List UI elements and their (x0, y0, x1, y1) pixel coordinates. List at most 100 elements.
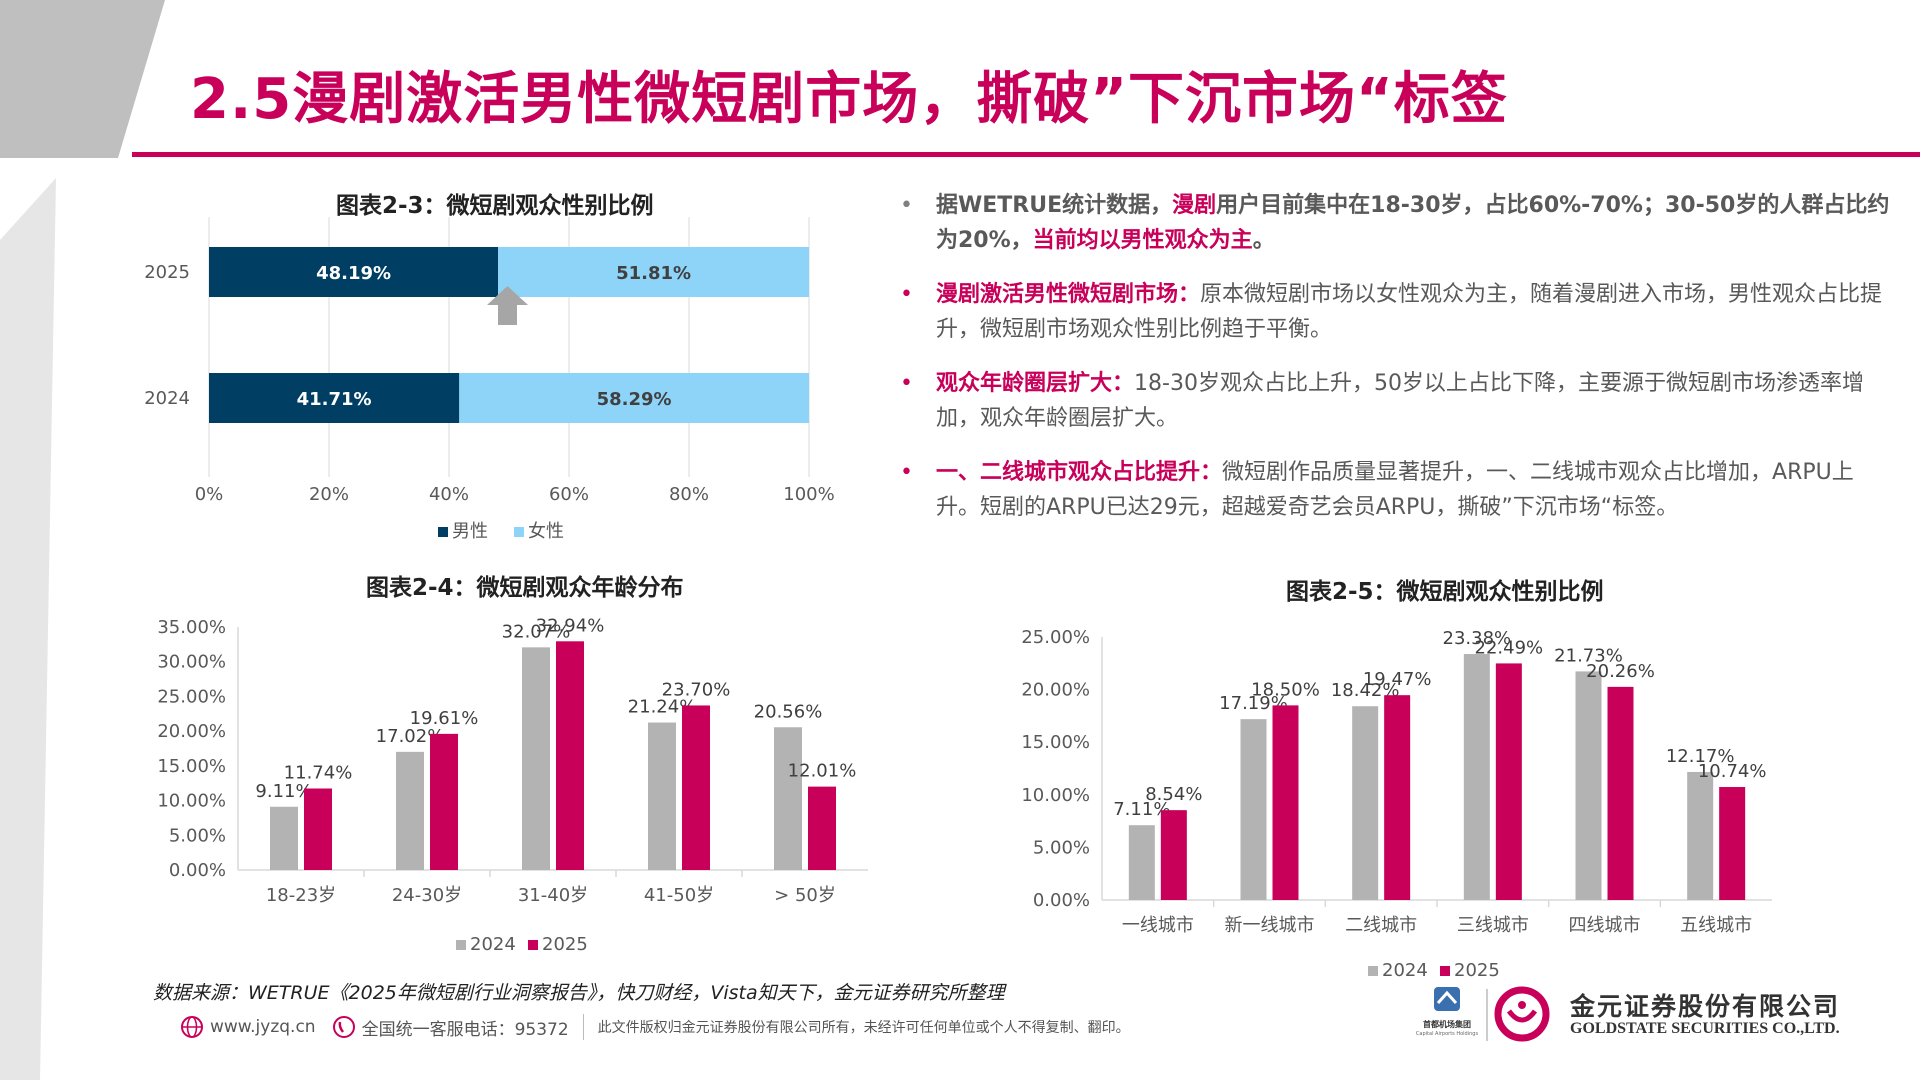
x-category-label: > 50岁 (774, 885, 836, 906)
bullet-icon: • (900, 371, 913, 396)
x-category-label: 五线城市 (1680, 915, 1752, 936)
bullet-icon: • (900, 193, 913, 218)
data-label: 7.11% (1113, 799, 1170, 820)
legend-label: 2024 (470, 934, 516, 955)
y-tick-label: 15.00% (157, 756, 226, 777)
title-divider (132, 152, 1920, 157)
bullet-text: 观众年龄圈层扩大： (936, 371, 1135, 396)
legend-swatch (1368, 966, 1378, 976)
bullet-text: 原本微短剧市场以女性观众为主，随着漫剧进入市场，男性观众占比提升，微短剧市场观众… (936, 282, 1883, 342)
bar (1607, 686, 1634, 900)
data-label: 23.38% (1443, 628, 1512, 649)
bar (648, 722, 676, 870)
bar (1240, 719, 1267, 900)
gender-chart-title: 图表2-3：微短剧观众性别比例 (336, 193, 654, 219)
capital-airports-logo (1434, 987, 1460, 1011)
bar (808, 786, 836, 870)
bar (1687, 771, 1714, 900)
bullet-point: • 观众年龄圈层扩大：18-30岁观众占比上升，50岁以上占比下降，主要源于微短剧… (900, 366, 1890, 436)
up-arrow-icon (487, 286, 528, 325)
y-category-label: 2024 (144, 388, 190, 409)
gender-ratio-chart: 0% 20% 40% 60% 80% 100% 2025 48.19% 51.81% 2024 41… (144, 217, 835, 542)
data-label: 32.94% (536, 615, 605, 636)
bullet-icon: • (900, 460, 913, 485)
data-label: 12.01% (788, 761, 857, 782)
bar (1719, 787, 1746, 900)
bullet-text: 。 (1252, 228, 1275, 253)
data-label: 11.74% (284, 762, 353, 783)
data-label: 19.61% (410, 708, 479, 729)
y-tick-label: 0.00% (169, 860, 226, 881)
legend-label: 2025 (1454, 960, 1500, 981)
bar (1463, 654, 1490, 900)
bullet-text: 一、二线城市观众占比提升： (936, 460, 1223, 485)
x-category-label: 三线城市 (1457, 915, 1529, 936)
bar-segment (209, 247, 499, 297)
bar (430, 733, 458, 870)
legend-swatch (438, 527, 448, 537)
data-label: 41.71% (297, 389, 372, 410)
bar (1495, 663, 1522, 900)
website-link[interactable]: www.jyzq.cn (210, 1017, 316, 1037)
bar-segment (209, 373, 460, 423)
bar-segment (459, 373, 809, 423)
goldstate-logo (1494, 986, 1550, 1042)
legend-label: 男性 (452, 521, 488, 542)
data-label: 17.19% (1219, 693, 1288, 714)
globe-icon (181, 1016, 203, 1038)
x-tick-label: 0% (195, 484, 224, 505)
footer-divider (582, 1014, 584, 1040)
x-category-label: 31-40岁 (518, 885, 588, 906)
data-label: 48.19% (316, 263, 391, 284)
x-category-label: 24-30岁 (392, 885, 462, 906)
bar (1160, 810, 1187, 900)
x-tick-label: 40% (429, 484, 469, 505)
data-label: 22.49% (1475, 637, 1544, 658)
y-tick-label: 25.00% (157, 686, 226, 707)
bullet-text: 当前均以男性观众为主 (1032, 228, 1253, 253)
company-logos: 首都机场集团 Capital Airports Holdings 金元证券股份有… (1412, 985, 1872, 1045)
data-label: 9.11% (255, 781, 312, 802)
phone-icon (332, 1016, 355, 1038)
x-category-label: 四线城市 (1569, 915, 1641, 936)
bullet-text: 微短剧作品质量显著提升，一、二线城市观众占比增加，ARPU上升。短剧的ARPU已… (936, 460, 1854, 520)
data-label: 8.54% (1145, 784, 1202, 805)
copyright-note: 此文件版权归金元证券股份有限公司所有，未经许可任何单位或个人不得复制、翻印。 (597, 1020, 1130, 1036)
x-category-label: 18-23岁 (266, 885, 336, 906)
bar (522, 647, 550, 870)
data-label: 12.17% (1666, 746, 1735, 767)
data-label: 23.70% (662, 679, 731, 700)
city-chart-title: 图表2-5：微短剧观众性别比例 (1286, 579, 1604, 605)
bullet-point: • 漫剧激活男性微短剧市场：原本微短剧市场以女性观众为主，随着漫剧进入市场，男性观… (900, 277, 1890, 347)
legend-swatch (528, 940, 538, 950)
data-label: 21.73% (1554, 645, 1623, 666)
key-points: • 据WETRUE统计数据，漫剧用户目前集中在18-30岁，占比60%-70%；3… (900, 188, 1890, 544)
bar (1128, 825, 1155, 900)
data-label: 18.50% (1251, 679, 1320, 700)
legend-swatch (456, 940, 466, 950)
data-label: 20.56% (754, 701, 823, 722)
y-tick-label: 15.00% (1021, 732, 1090, 753)
y-tick-label: 10.00% (1021, 785, 1090, 806)
data-label: 51.81% (616, 263, 691, 284)
spacer (498, 334, 515, 355)
bullet-text: 据WETRUE统计数据， (936, 193, 1173, 218)
page-footer: www.jyzq.cn 全国统一客服电话：95372 此文件版权归金元证券股份有… (180, 1012, 1130, 1042)
group-name: 首都机场集团 (1423, 1020, 1471, 1029)
data-label: 58.29% (597, 389, 672, 410)
legend-swatch (1440, 966, 1450, 976)
bar (1352, 706, 1379, 900)
bar (270, 806, 298, 870)
group-name-en: Capital Airports Holdings (1415, 1031, 1479, 1037)
bar (304, 788, 332, 870)
y-tick-label: 0.00% (1033, 890, 1090, 911)
y-tick-label: 5.00% (169, 825, 226, 846)
bar (1272, 705, 1299, 900)
x-tick-label: 100% (783, 484, 834, 505)
y-tick-label: 35.00% (157, 617, 226, 638)
bar (682, 705, 710, 870)
data-label: 18.42% (1331, 680, 1400, 701)
bar (396, 751, 424, 870)
x-category-label: 二线城市 (1345, 915, 1417, 936)
